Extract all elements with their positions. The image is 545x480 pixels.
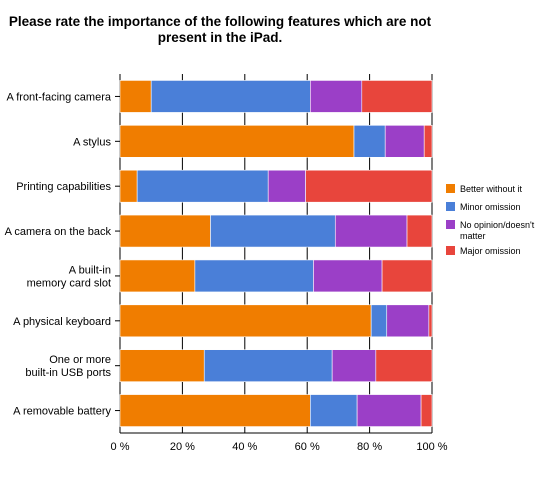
bar-segment [119, 349, 205, 382]
bar-segment [267, 169, 306, 203]
bar-segment [119, 259, 196, 293]
bar-segment [361, 80, 433, 113]
legend-label: Better without it [460, 184, 523, 194]
bar-segment [334, 214, 408, 248]
bar-segment [119, 304, 372, 338]
bar-segment [386, 304, 430, 338]
x-tick-label: 0 % [111, 441, 130, 453]
category-label: Printing capabilities [16, 181, 111, 193]
bar-segment [406, 214, 433, 248]
x-tick-label: 40 % [232, 441, 257, 453]
category-label: A front-facing camera [6, 91, 111, 103]
bar-segment [428, 304, 433, 338]
bar-segment [313, 259, 383, 293]
bar-segment [194, 259, 314, 293]
category-label: memory card slot [27, 277, 111, 289]
bar-segment [119, 80, 152, 113]
bar-segment [370, 304, 388, 338]
category-label: A removable battery [13, 406, 111, 418]
x-tick-label: 100 % [416, 441, 447, 453]
bar-segment [119, 169, 138, 203]
x-tick-label: 20 % [170, 441, 195, 453]
legend-swatch [446, 184, 455, 193]
bar-segment [420, 394, 433, 427]
legend-label: matter [460, 231, 486, 241]
x-tick-label: 60 % [295, 441, 320, 453]
bar-segment [310, 80, 363, 113]
chart-title-line: Please rate the importance of the follow… [9, 14, 432, 29]
bar-segment [305, 169, 433, 203]
bar-segment [150, 80, 311, 113]
bar-segment [119, 125, 355, 158]
bar-segment [356, 394, 422, 427]
category-label: One or more [49, 354, 111, 366]
legend-swatch [446, 220, 455, 229]
bar-segment [331, 349, 377, 382]
bar-segment [423, 125, 433, 158]
chart-title-line: present in the iPad. [158, 30, 283, 45]
category-label: A built-in [69, 264, 111, 276]
bar-segment [375, 349, 433, 382]
bar-segment [136, 169, 269, 203]
bar-segment [119, 214, 211, 248]
bar-segment [310, 394, 358, 427]
legend-label: Minor omission [460, 202, 521, 212]
bar-segment [119, 394, 311, 427]
category-label: A stylus [73, 136, 111, 148]
category-label: A physical keyboard [13, 316, 111, 328]
bar-segment [384, 125, 425, 158]
legend-label: No opinion/doesn't [460, 220, 535, 230]
x-tick-label: 80 % [357, 441, 382, 453]
legend-label: Major omission [460, 246, 521, 256]
bar-segment [381, 259, 433, 293]
category-label: A camera on the back [5, 226, 112, 238]
legend-swatch [446, 246, 455, 255]
bar-segment [210, 214, 336, 248]
bar-segment [203, 349, 333, 382]
legend-swatch [446, 202, 455, 211]
category-label: built-in USB ports [25, 367, 111, 379]
bar-segment [353, 125, 386, 158]
